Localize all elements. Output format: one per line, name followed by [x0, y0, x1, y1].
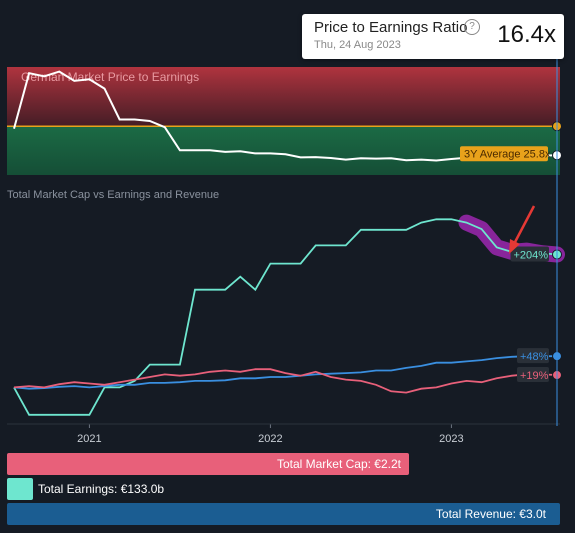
end-label-total-earnings: +204%	[514, 250, 549, 262]
growth-chart-title: Total Market Cap vs Earnings and Revenue	[7, 189, 219, 201]
end-label-bg	[517, 348, 549, 364]
series-line-total-earnings	[13, 218, 558, 416]
legend-revenue-bar: Total Revenue: €3.0t	[7, 503, 560, 525]
average-label: 3Y Average 25.8x	[464, 148, 551, 160]
end-label-bg	[510, 246, 549, 262]
legend-earnings-bar	[7, 478, 33, 500]
end-label-total-market-cap: +19%	[520, 370, 549, 382]
legend-earnings-label: Total Earnings: €133.0b	[38, 482, 165, 496]
x-tick-label-2021: 2021	[77, 433, 101, 445]
pe-chart-title: German Market Price to Earnings	[21, 70, 199, 84]
end-label-bg	[517, 367, 549, 383]
tooltip-value: 16.4x	[497, 21, 556, 48]
average-badge	[460, 146, 548, 162]
x-tick-label-2022: 2022	[258, 433, 282, 445]
growth-series-group	[13, 218, 558, 416]
tooltip-title: Price to Earnings Ratio	[314, 19, 468, 36]
series-end-labels: +204% +48% +19%	[510, 246, 562, 383]
series-line-total-market-cap	[13, 368, 558, 394]
x-tick-label-2023: 2023	[439, 433, 463, 445]
arrow-shaft	[512, 205, 536, 245]
pe-above-average-zone	[7, 67, 560, 127]
annotation-arrow	[509, 205, 536, 254]
legend-revenue-label: Total Revenue: €3.0t	[435, 507, 546, 521]
tooltip-date: Thu, 24 Aug 2023	[314, 39, 401, 51]
legend-market-cap-bar: Total Market Cap: €2.2t	[7, 453, 409, 475]
arrow-head	[509, 239, 520, 254]
x-axis-ticks: 2021 2022 2023	[7, 423, 560, 445]
pe-tooltip: Price to Earnings Ratio ? Thu, 24 Aug 20…	[302, 14, 564, 59]
series-line-total-revenue	[13, 355, 557, 390]
question-circle-icon[interactable]: ?	[464, 19, 480, 35]
end-label-total-revenue: +48%	[520, 351, 549, 363]
legend-market-cap-label: Total Market Cap: €2.2t	[276, 457, 401, 471]
